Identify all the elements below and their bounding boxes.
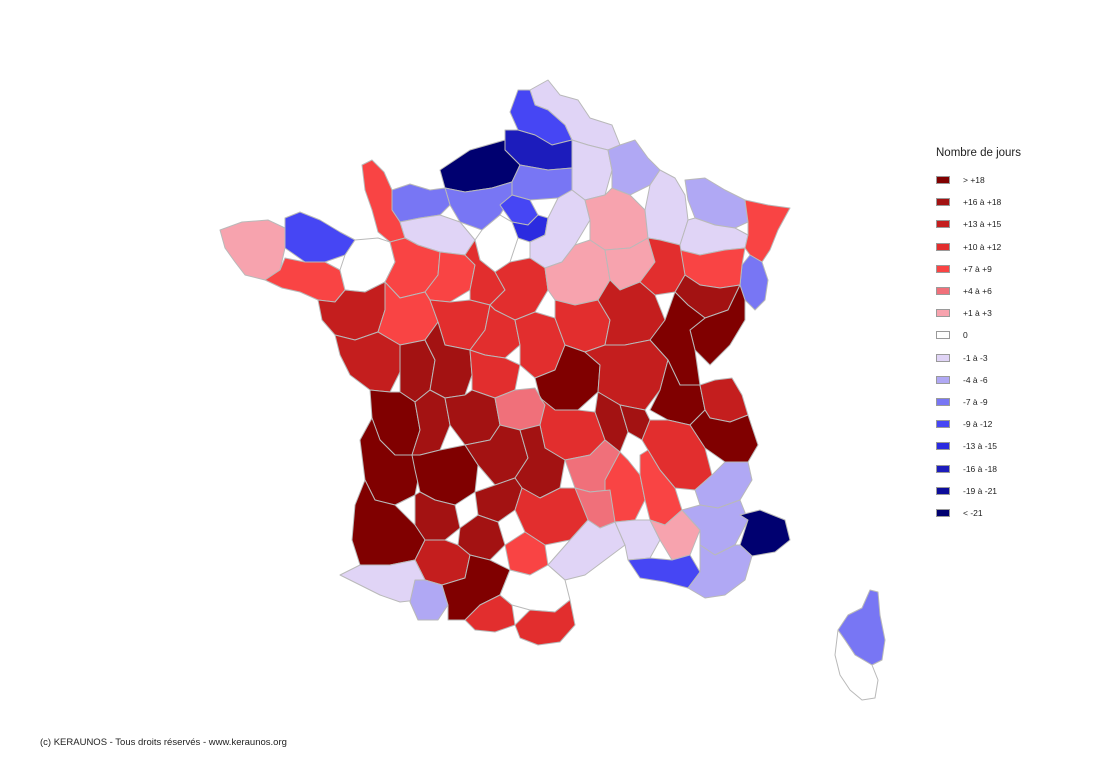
legend-swatch [936,486,950,495]
department-bas-rhin [744,199,791,263]
department-cotes-darmor [284,211,356,263]
legend-label: < -21 [963,507,983,518]
legend-swatch [936,309,950,318]
legend-swatch [936,442,950,451]
legend-item: +4 à +6 [936,280,1086,302]
legend-item: -19 à -21 [936,480,1086,502]
department-bouches-du-rhone [627,554,701,589]
legend-swatch [936,508,950,517]
legend-item: < -21 [936,502,1086,524]
legend-label: +7 à +9 [963,263,992,274]
legend-label: +13 à +15 [963,219,1002,230]
legend-swatch [936,375,950,384]
legend-item: +1 à +3 [936,302,1086,324]
legend-item: +16 à +18 [936,191,1086,213]
department-vaucluse [649,509,701,561]
legend: Nombre de jours > +18 +16 à +18 +13 à +15 +… [936,147,1086,524]
legend-item: 0 [936,324,1086,346]
legend-item: -13 à -15 [936,435,1086,457]
department-alpes-maritimes [739,509,791,557]
legend-swatch [936,198,950,207]
department-alpes-haute-provence [681,499,749,556]
legend-item: -7 à -9 [936,391,1086,413]
legend-label: -9 à -12 [963,419,993,430]
legend-swatch [936,331,950,340]
legend-swatch [936,420,950,429]
legend-item: -4 à -6 [936,369,1086,391]
legend-swatch [936,264,950,273]
department-hautes-pyrenees [409,579,449,621]
department-ariege [464,594,516,633]
department-finistere [219,219,286,281]
legend-label: +1 à +3 [963,308,992,319]
legend-title: Nombre de jours [936,147,1022,159]
legend-label: +10 à +12 [963,241,1002,252]
legend-item: -16 à -18 [936,457,1086,479]
department-gard [614,519,661,561]
legend-item: -9 à -12 [936,413,1086,435]
legend-swatch [936,176,950,185]
legend-swatch [936,242,950,251]
legend-swatch [936,287,950,296]
legend-label: -13 à -15 [963,441,998,452]
legend-swatch [936,220,950,229]
legend-item: -1 à -3 [936,347,1086,369]
legend-label: -16 à -18 [963,463,998,474]
department-corse-du-sud [834,629,879,701]
legend-swatch [936,353,950,362]
department-marne [584,187,649,251]
legend-label: +4 à +6 [963,286,992,297]
department-vienne [424,321,473,399]
legend-item: +10 à +12 [936,236,1086,258]
legend-swatch [936,397,950,406]
legend-label: -1 à -3 [963,352,988,363]
legend-item: +7 à +9 [936,258,1086,280]
department-pyrenees-orientales [514,599,576,646]
legend-label: +16 à +18 [963,197,1002,208]
legend-label: -19 à -21 [963,485,998,496]
legend-label: > +18 [963,175,985,186]
legend-item: > +18 [936,169,1086,191]
department-aisne [571,139,613,201]
legend-label: -7 à -9 [963,396,988,407]
department-vendee [334,331,401,393]
department-moselle [684,177,749,229]
department-var [687,544,753,599]
department-lot [474,477,523,523]
legend-label: -4 à -6 [963,374,988,385]
copyright-credit: (c) KERAUNOS - Tous droits réservés - ww… [40,737,287,748]
legend-swatch [936,464,950,473]
legend-item: +13 à +15 [936,213,1086,235]
legend-label: 0 [963,330,968,341]
